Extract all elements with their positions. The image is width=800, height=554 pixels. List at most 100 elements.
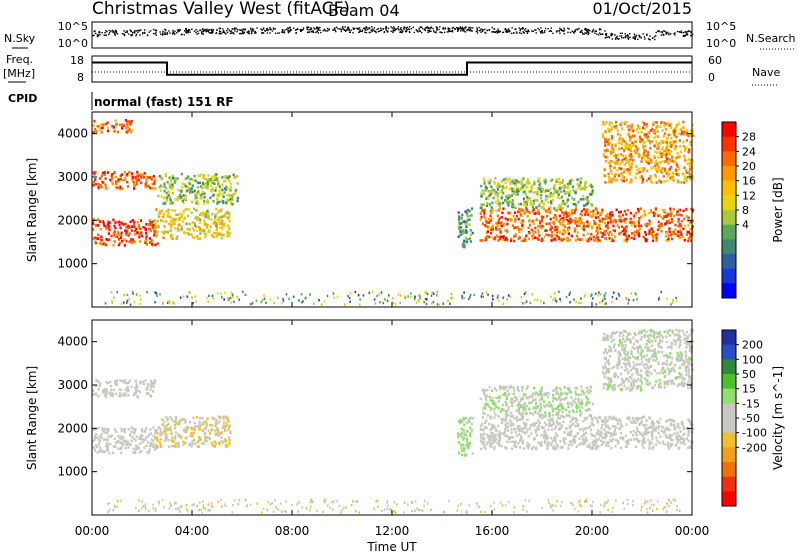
echo-cell <box>579 212 582 216</box>
echo-cell <box>99 227 102 231</box>
echo-cell <box>183 183 186 186</box>
echo-cell <box>620 143 623 146</box>
echo-cell <box>553 445 556 449</box>
echo-cell <box>620 153 623 156</box>
echo-cell <box>173 222 176 226</box>
echo-cell <box>193 421 196 425</box>
echo-cell <box>224 443 228 447</box>
echo-cell <box>442 302 445 305</box>
echo-cell <box>479 212 482 215</box>
noise-point <box>497 31 500 33</box>
noise-point <box>448 30 450 33</box>
echo-cell <box>468 441 472 445</box>
echo-cell <box>591 445 594 449</box>
echo-cell <box>532 233 535 236</box>
noise-point <box>104 31 106 34</box>
echo-cell <box>630 155 633 158</box>
echo-cell <box>657 427 660 430</box>
echo-cell <box>662 440 665 444</box>
echo-cell <box>503 419 507 422</box>
echo-cell <box>130 119 133 123</box>
noise-point <box>358 31 360 34</box>
echo-cell <box>557 206 560 209</box>
noise-point <box>598 29 601 31</box>
echo-cell <box>115 235 118 238</box>
echo-cell <box>610 210 613 214</box>
noise-point <box>682 35 685 37</box>
echo-cell <box>162 430 165 434</box>
echo-cell <box>216 210 220 214</box>
echo-cell <box>482 215 485 218</box>
echo-cell <box>689 421 692 424</box>
noise-point <box>616 35 618 38</box>
echo-cell <box>657 156 660 159</box>
noise-point <box>155 29 158 32</box>
noise-point <box>319 29 321 31</box>
noise-point <box>498 31 501 33</box>
echo-cell <box>549 179 552 183</box>
noise-point <box>686 33 689 36</box>
echo-cell <box>135 383 138 386</box>
noise-point <box>368 27 371 29</box>
echo-cell <box>653 214 656 217</box>
echo-cell <box>675 123 679 127</box>
echo-cell <box>532 219 535 223</box>
echo-cell <box>687 149 690 153</box>
echo-cell <box>98 125 101 128</box>
echo-cell <box>561 238 564 242</box>
echo-cell <box>569 221 572 225</box>
echo-cell <box>199 221 202 225</box>
echo-cell <box>655 159 658 163</box>
noise-point <box>317 32 320 34</box>
noise-point <box>644 38 646 40</box>
echo-cell <box>169 429 172 432</box>
echo-cell <box>191 226 194 230</box>
echo-cell <box>619 446 623 450</box>
echo-cell <box>608 121 612 124</box>
noise-point <box>352 28 355 31</box>
echo-cell <box>572 202 575 206</box>
echo-cell <box>564 437 567 441</box>
echo-cell <box>601 208 604 212</box>
noise-point <box>587 31 590 33</box>
echo-cell <box>93 119 96 123</box>
echo-cell <box>99 446 102 450</box>
echo-cell <box>642 169 645 173</box>
echo-cell <box>589 446 592 449</box>
echo-cell <box>667 213 670 217</box>
echo-cell <box>683 181 686 184</box>
echo-cell <box>662 135 665 138</box>
echo-cell <box>663 140 666 144</box>
noise-point <box>382 28 384 30</box>
echo-cell <box>571 422 575 426</box>
noise-point <box>582 33 584 35</box>
echo-cell <box>180 418 183 422</box>
echo-cell <box>574 420 578 424</box>
echo-cell <box>122 436 125 439</box>
echo-cell <box>206 185 209 188</box>
echo-cell <box>466 218 469 222</box>
echo-cell <box>221 233 224 237</box>
noise-point <box>114 33 116 36</box>
echo-cell <box>484 447 487 450</box>
noise-point <box>511 27 513 29</box>
noise-point <box>114 34 116 36</box>
noise-point <box>176 29 179 31</box>
echo-cell <box>457 218 461 221</box>
echo-cell <box>533 222 536 226</box>
echo-cell <box>458 221 461 225</box>
noise-point <box>269 32 271 34</box>
echo-cell <box>482 203 485 207</box>
cpid-value: normal (fast) 151 RF <box>94 95 234 109</box>
echo-cell <box>666 436 669 439</box>
echo-cell <box>656 130 659 133</box>
echo-cell <box>184 177 187 181</box>
echo-cell <box>658 296 661 300</box>
echo-cell <box>224 438 227 441</box>
echo-cell <box>673 131 676 134</box>
echo-cell <box>212 297 215 300</box>
echo-cell <box>210 176 214 179</box>
echo-cell <box>233 300 235 303</box>
echo-cell <box>603 231 606 235</box>
echo-cell <box>205 222 208 225</box>
